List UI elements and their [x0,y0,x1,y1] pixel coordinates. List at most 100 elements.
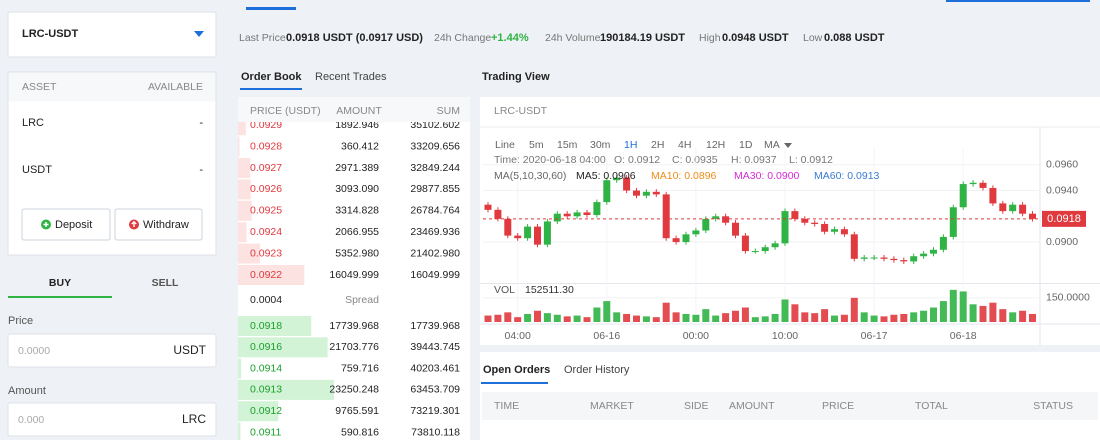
sell-tab[interactable]: SELL [152,277,179,289]
order-amount: 21703.776 [329,341,379,353]
order-sum: 23469.936 [410,226,460,238]
order-sum: 29877.855 [410,183,460,195]
x-tick-label: 00:00 [683,330,709,342]
ma-legend: MA60: 0.0913 [814,170,880,182]
interval-button[interactable]: 15m [557,139,578,151]
order-amount: 759.716 [341,362,379,374]
volume-bar [692,314,700,322]
volume-bar [920,310,928,322]
ma-legend: MA(5,10,30,60) [494,170,566,182]
volume-bar [741,307,749,322]
chart-panel [480,97,1100,345]
interval-button[interactable]: MA [764,139,780,151]
candle-body [732,222,739,236]
orderbook-col: PRICE (USDT) [250,105,321,117]
pair-selector[interactable] [7,11,217,58]
candle-body [811,222,819,225]
interval-button[interactable]: 30m [590,139,611,151]
depth-bar [238,358,242,379]
order-price: 0.0924 [250,226,282,238]
amount-input[interactable] [7,402,217,437]
order-sum: 33209.656 [410,140,460,152]
interval-button[interactable]: 1H [624,139,637,151]
orders-col: SIDE [684,400,709,412]
order-price: 0.0914 [250,362,282,374]
deposit-label: Deposit [55,219,92,231]
depth-bar [238,136,240,157]
volume-bar [573,315,581,322]
open-orders-tab[interactable]: Open Orders [483,364,550,376]
depth-bar [238,122,246,136]
asset-name: USDT [22,164,52,176]
ohlc-info: H: 0.0937 [731,154,777,166]
order-price: 0.0911 [250,426,281,438]
volume-bar [593,307,601,322]
volume-bar [850,297,858,322]
pair-name: LRC-USDT [22,28,78,40]
order-history-tab[interactable]: Order History [564,364,630,376]
depth-bar [238,243,261,264]
dropdown-arrow [194,31,204,37]
ohlc-info: Time: 2020-06-18 04:00 [494,154,606,166]
x-tick-label: 06-18 [950,330,977,342]
interval-button[interactable]: 1D [739,139,753,151]
candle-body [840,229,848,235]
asset-header [8,72,216,102]
candle-body [623,177,631,191]
candle-body [702,218,710,231]
volume-bar [910,312,918,322]
volume-bar [494,314,502,322]
candle-body [484,204,492,210]
interval-button[interactable]: 4H [678,139,691,151]
volume-bar [821,309,829,322]
interval-button[interactable]: 5m [529,139,544,151]
orderbook-tab-underline [240,88,302,90]
buy-tab-underline [8,296,112,298]
volume-bar [534,310,541,322]
order-amount: 3093.090 [335,183,379,195]
withdraw-button[interactable] [114,208,203,241]
candle-body [563,213,571,217]
candle-body [672,238,680,243]
interval-button[interactable]: Line [495,139,515,151]
last-price-badge [1042,210,1086,227]
candle-body [801,218,809,223]
candle-body [662,194,670,239]
volume-bar [484,315,492,322]
ohlc-info: L: 0.0912 [789,154,833,166]
candle-body [771,243,779,248]
x-tick-label: 06-17 [861,330,888,342]
stat-label: Low [803,32,823,44]
stat-value: 0.088 USDT [824,32,885,44]
ohlc-info: O: 0.0912 [614,154,660,166]
withdraw-label: Withdraw [143,219,189,231]
volume-bar [900,313,908,322]
trades-tab[interactable]: Recent Trades [315,71,387,83]
orderbook-tab[interactable]: Order Book [241,71,302,83]
volume-bar [583,317,591,322]
candle-body [593,202,601,215]
depth-bar [238,337,328,358]
interval-button[interactable]: 2H [651,139,664,151]
candle-body [890,258,898,261]
field-label: Price [8,315,33,327]
volume-bar [524,313,532,322]
order-amount: 2066.955 [335,226,379,238]
candle-body [573,212,581,217]
volume-bar [930,307,937,322]
order-amount: 17739.968 [329,320,379,332]
input-placeholder: 0.000 [18,414,44,426]
deposit-button[interactable] [21,208,111,241]
volume-bar [890,314,898,322]
volume-bar [870,315,878,322]
candle-body [920,253,928,257]
x-tick-label: 06-16 [593,330,620,342]
price-input[interactable] [7,333,217,368]
interval-button[interactable]: 12H [706,139,725,151]
asset-col: ASSET [22,81,57,93]
y-tick-label: 0.0900 [1046,236,1078,248]
buy-tab[interactable]: BUY [49,277,71,289]
orders-col: TIME [494,400,519,412]
orderbook-col: AMOUNT [336,105,382,117]
depth-bar [238,265,305,285]
